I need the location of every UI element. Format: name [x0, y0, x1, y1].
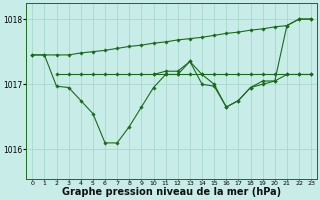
X-axis label: Graphe pression niveau de la mer (hPa): Graphe pression niveau de la mer (hPa) — [62, 187, 281, 197]
